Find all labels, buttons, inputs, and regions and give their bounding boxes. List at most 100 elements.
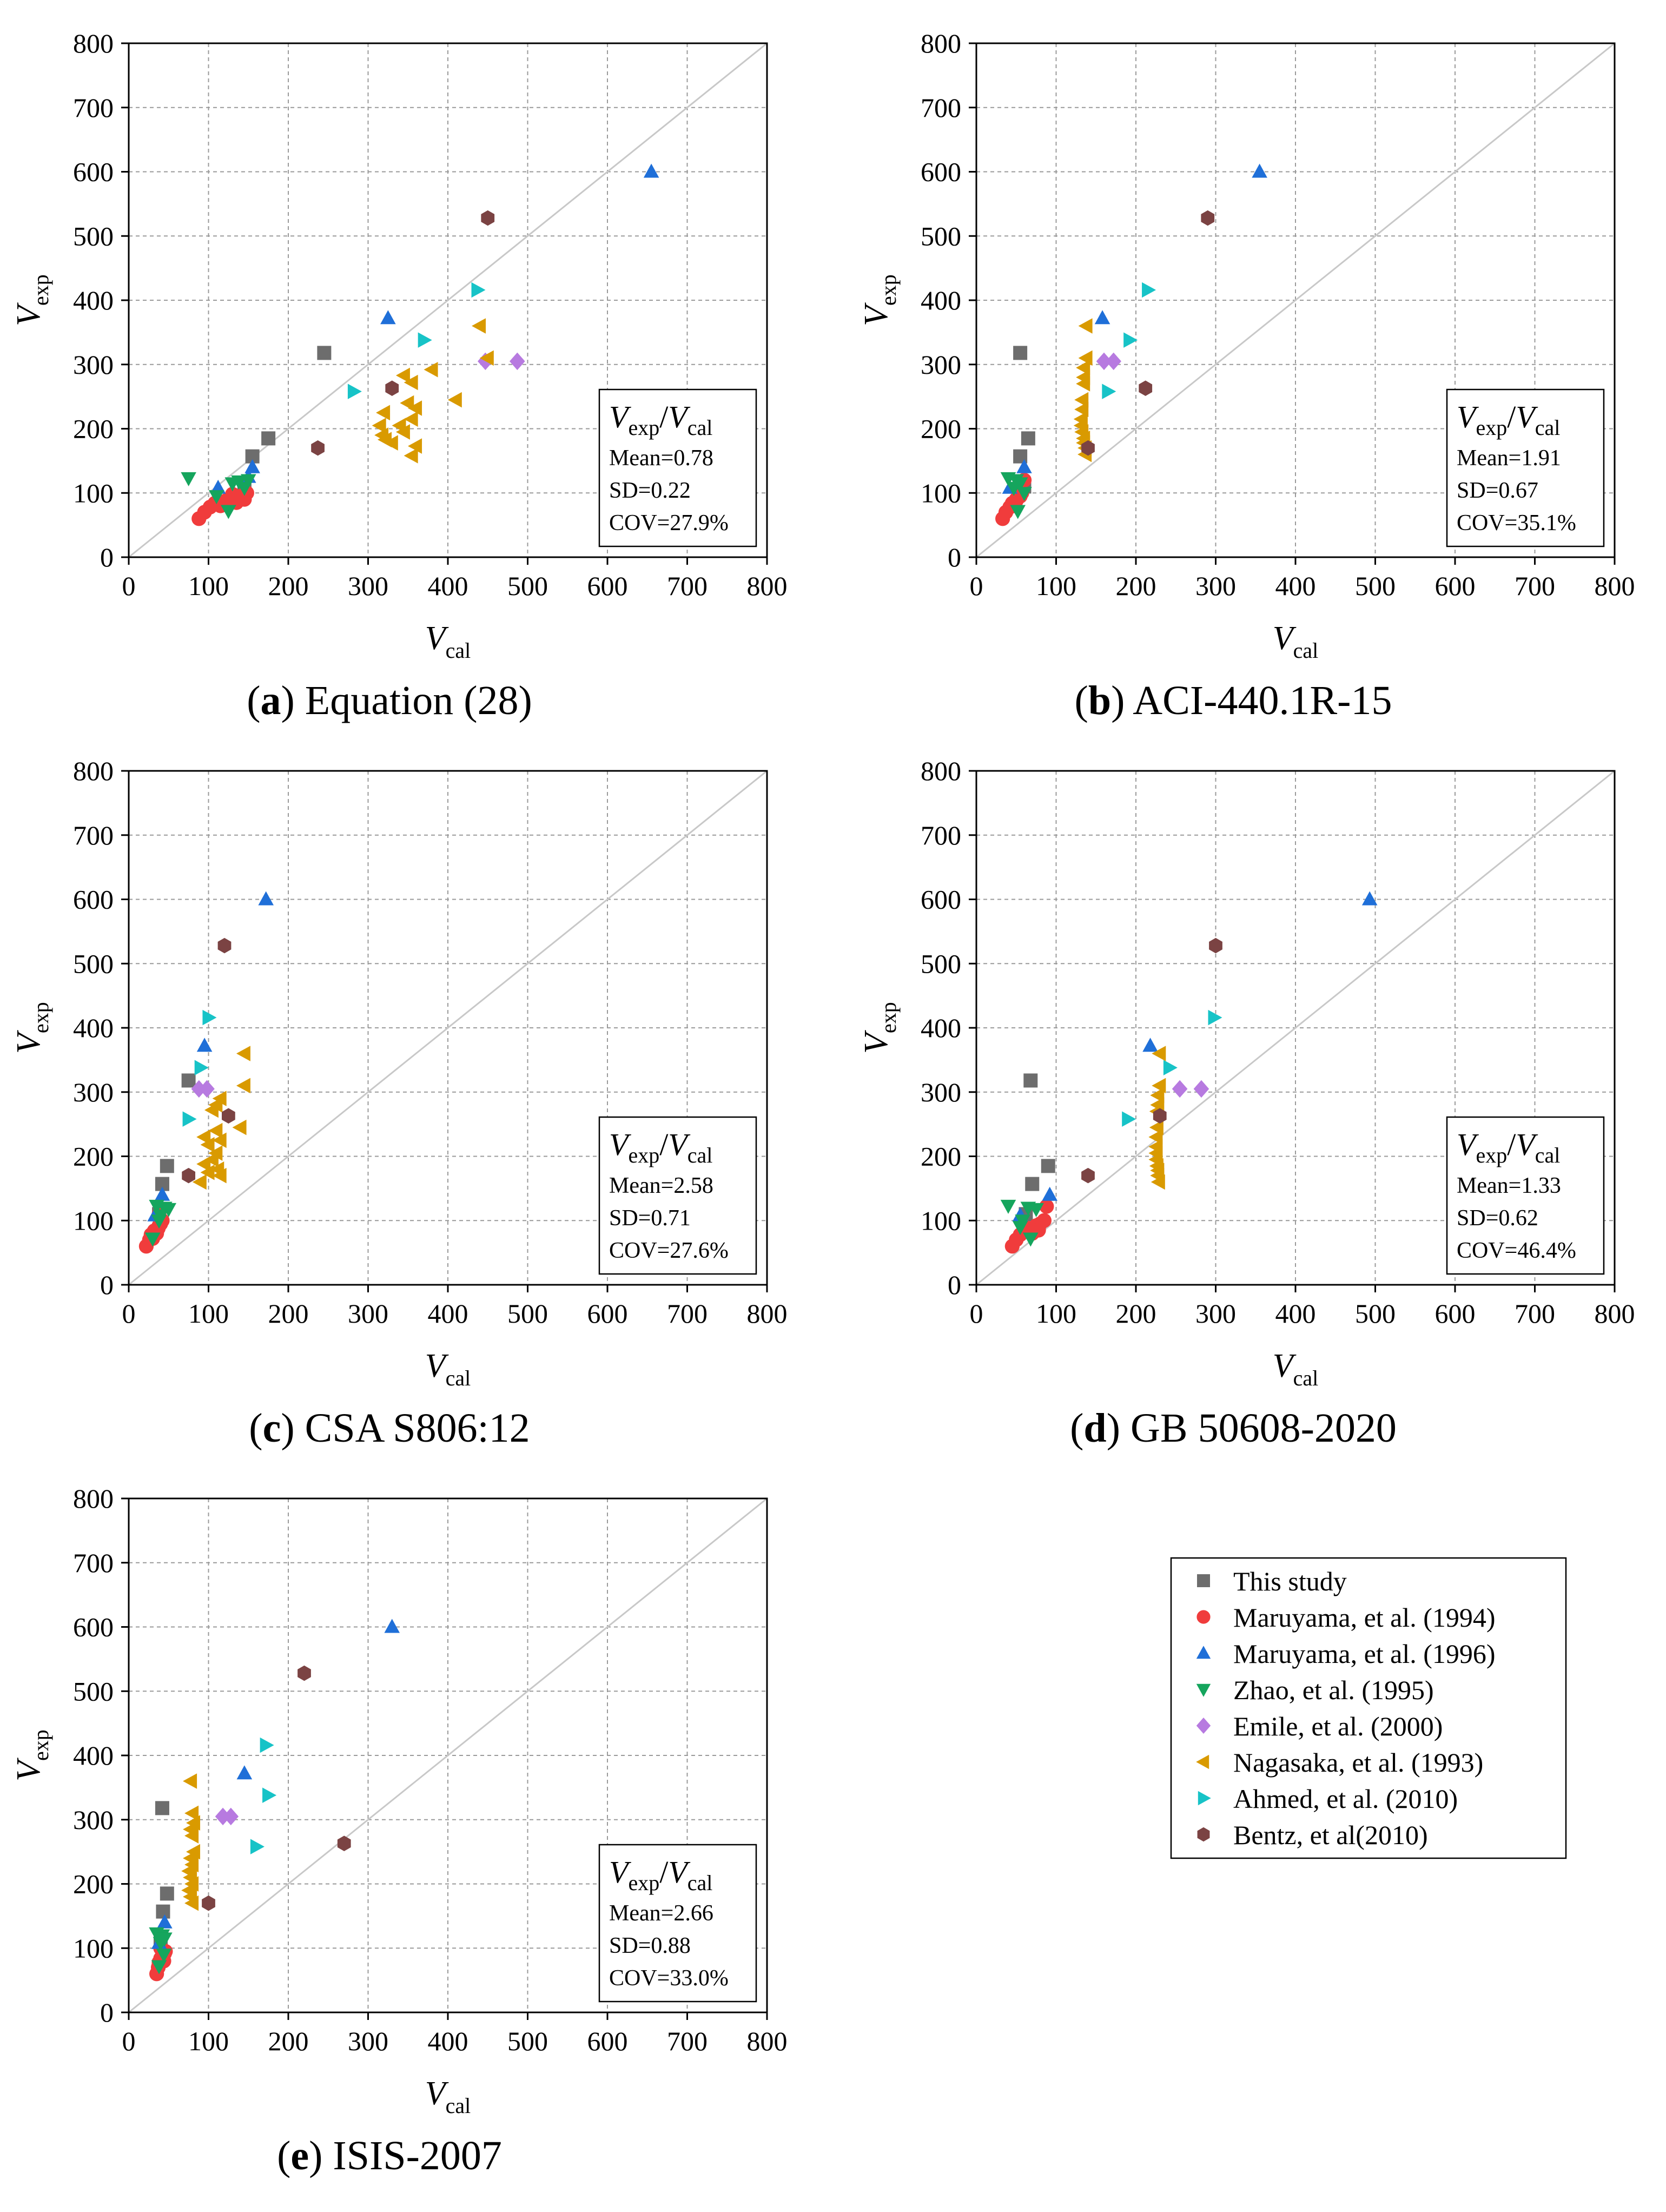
legend-label: Bentz, et al(2010) (1233, 1820, 1428, 1850)
data-point (208, 490, 224, 505)
data-point (236, 1046, 250, 1061)
series-7 (182, 937, 235, 1184)
y-tick-label: 200 (73, 1141, 114, 1172)
x-tick-label: 500 (507, 2026, 548, 2056)
data-point (1013, 449, 1028, 464)
series-5 (181, 1773, 200, 1911)
data-point (184, 1828, 199, 1844)
stats-sd: SD=0.67 (1457, 478, 1538, 503)
data-point (1042, 1186, 1057, 1201)
stats-title-v2: V (1516, 399, 1538, 434)
data-point (447, 392, 462, 408)
x-tick-label: 600 (587, 1298, 628, 1329)
data-point (1076, 376, 1090, 392)
y-axis-label: Vexp (858, 274, 901, 326)
y-axis-label: Vexp (858, 1002, 901, 1054)
legend-entry: Maruyama, et al. (1994) (1196, 1602, 1496, 1633)
caption-open: ( (249, 1405, 262, 1451)
x-tick-label: 500 (507, 1298, 548, 1329)
stats-title-v2: V (1516, 1127, 1538, 1162)
data-point (385, 380, 399, 396)
data-point (258, 891, 274, 906)
stats-title-sub2: cal (687, 1143, 713, 1167)
y-tick-label: 300 (73, 1805, 114, 1835)
data-point (261, 431, 276, 446)
y-axis-label-sub: exp (29, 1002, 53, 1033)
reference-line (128, 42, 768, 558)
x-axis-label: Vcal (1273, 620, 1319, 663)
stats-title-slash: / (659, 1854, 669, 1890)
x-tick-label: 700 (667, 1298, 708, 1329)
caption-open: ( (247, 678, 260, 723)
y-tick-label: 500 (73, 1676, 114, 1706)
x-tick-label: 500 (1355, 1298, 1396, 1329)
stats-mean: Mean=2.58 (609, 1173, 713, 1198)
x-axis-label-var: V (425, 2075, 449, 2112)
data-point (160, 1886, 174, 1901)
legend-marker (1196, 1754, 1209, 1769)
x-tick-label: 200 (268, 571, 309, 601)
y-axis-label-var: V (858, 302, 895, 326)
data-point (1208, 1009, 1222, 1026)
x-axis-label: Vcal (425, 2075, 471, 2118)
legend-label: Nagasaka, et al. (1993) (1233, 1747, 1483, 1778)
legend-entry: Zhao, et al. (1995) (1196, 1675, 1434, 1705)
data-point (384, 435, 398, 451)
series-0 (1019, 1073, 1055, 1221)
legend-label: This study (1233, 1566, 1347, 1596)
legend: This study Maruyama, et al. (1994) Maruyam… (1170, 1557, 1567, 1859)
data-point (311, 440, 325, 456)
data-point (215, 1807, 231, 1826)
x-tick-label: 700 (1515, 571, 1555, 601)
x-tick-label: 600 (587, 2026, 628, 2056)
data-point (1096, 352, 1112, 371)
data-point (217, 937, 232, 954)
y-tick-label: 600 (921, 884, 961, 915)
reference-line (128, 1497, 768, 2013)
legend-entry: This study (1197, 1566, 1347, 1596)
stats-mean: Mean=0.78 (609, 446, 713, 471)
x-tick-label: 700 (667, 2026, 708, 2056)
data-point (196, 1038, 213, 1052)
x-axis-label-sub: cal (1293, 1366, 1319, 1390)
legend-label: Zhao, et al. (1995) (1233, 1675, 1434, 1705)
x-tick-label: 300 (348, 2026, 388, 2056)
data-point (1209, 937, 1222, 954)
data-point (372, 418, 386, 433)
series-6 (182, 1009, 217, 1127)
x-axis-label-sub: cal (1293, 638, 1319, 663)
data-point (1023, 1073, 1038, 1088)
data-point (1010, 505, 1026, 519)
chart-panel-c: 00 100 100 200 200 300 300 400 400 500 500 600 600 70… (10, 756, 788, 1451)
data-point (156, 1949, 172, 1963)
data-point (196, 1156, 211, 1172)
x-axis-label: Vcal (425, 620, 471, 663)
data-point (240, 474, 256, 488)
y-tick-label: 800 (73, 1483, 114, 1514)
x-axis-label-sub: cal (446, 1366, 471, 1390)
data-point (1122, 1111, 1136, 1127)
stats-title-sub1: exp (628, 1143, 659, 1167)
x-tick-label: 700 (667, 571, 708, 601)
data-point (1172, 1080, 1188, 1098)
data-point (202, 1895, 215, 1911)
data-point (221, 1108, 235, 1124)
data-point (212, 1167, 227, 1184)
x-tick-label: 200 (1116, 571, 1156, 601)
chart-caption: (c) CSA S806:12 (249, 1405, 530, 1451)
caption-open: ( (277, 2133, 290, 2178)
x-tick-label: 800 (747, 571, 788, 601)
series-4 (191, 1080, 215, 1098)
data-point (191, 1080, 207, 1098)
caption-text: ) CSA S806:12 (281, 1405, 530, 1451)
series-6 (1122, 1009, 1222, 1127)
legend-label: Emile, et al. (2000) (1233, 1711, 1443, 1741)
x-axis-label: Vcal (1273, 1348, 1319, 1390)
legend-entry: Bentz, et al(2010) (1197, 1820, 1428, 1850)
y-axis-label: Vexp (10, 274, 53, 326)
data-point (1028, 1203, 1044, 1217)
x-tick-label: 800 (1595, 1298, 1635, 1329)
legend-marker (1196, 1610, 1211, 1624)
